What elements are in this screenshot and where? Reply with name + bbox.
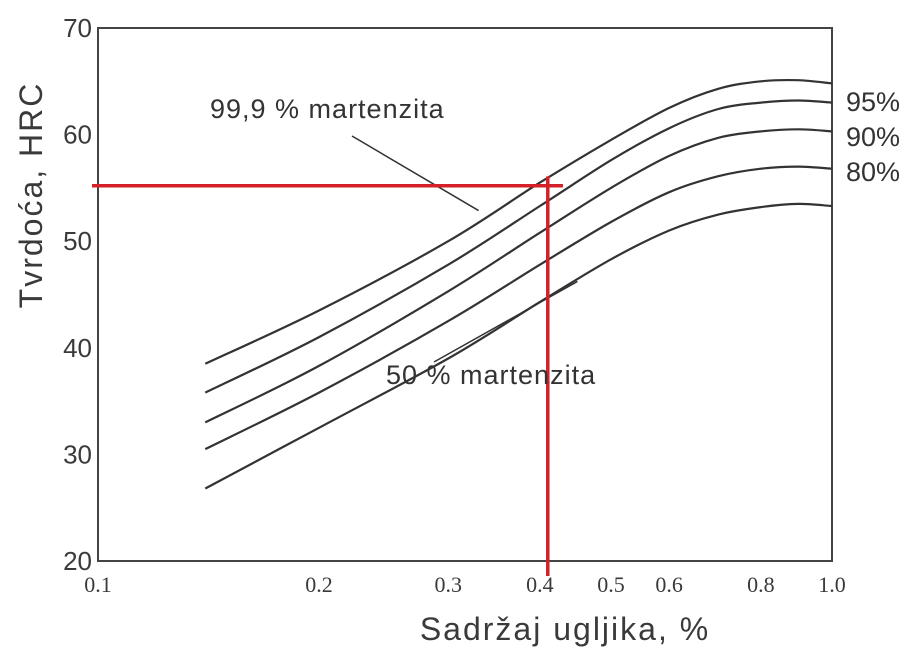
x-tick-labels: 0.1 0.2 0.3 0.4 0.5 0.6 0.8 1.0: [84, 572, 846, 597]
y-tick-label: 50: [63, 226, 92, 256]
y-tick-label: 30: [63, 439, 92, 469]
curve-series-3: [205, 167, 832, 450]
y-tick-label: 60: [63, 120, 92, 150]
x-tick-label: 0.2: [305, 572, 333, 597]
bottom-annotation-leader: [434, 281, 577, 362]
x-tick-label: 0.6: [655, 572, 683, 597]
x-tick-label: 1.0: [818, 572, 846, 597]
y-axis-title: Tvrdoća, HRC: [13, 82, 49, 309]
hardness-curves: [205, 80, 832, 488]
x-tick-label: 0.4: [526, 572, 554, 597]
y-tick-label: 70: [63, 13, 92, 43]
top-annotation-leader: [352, 136, 479, 211]
x-tick-label: 0.1: [84, 572, 112, 597]
annotation-99-9-martenzita: 99,9 % martenzita: [210, 94, 445, 124]
x-tick-label: 0.3: [434, 572, 462, 597]
x-axis-title: Sadržaj ugljika, %: [420, 611, 710, 647]
series-label-80: 80%: [846, 157, 900, 187]
x-tick-label: 0.5: [597, 572, 625, 597]
y-tick-label: 40: [63, 333, 92, 363]
series-label-90: 90%: [846, 122, 900, 152]
series-label-95: 95%: [846, 87, 900, 117]
annotation-50-martenzita: 50 % martenzita: [386, 360, 596, 390]
x-tick-label: 0.8: [747, 572, 775, 597]
